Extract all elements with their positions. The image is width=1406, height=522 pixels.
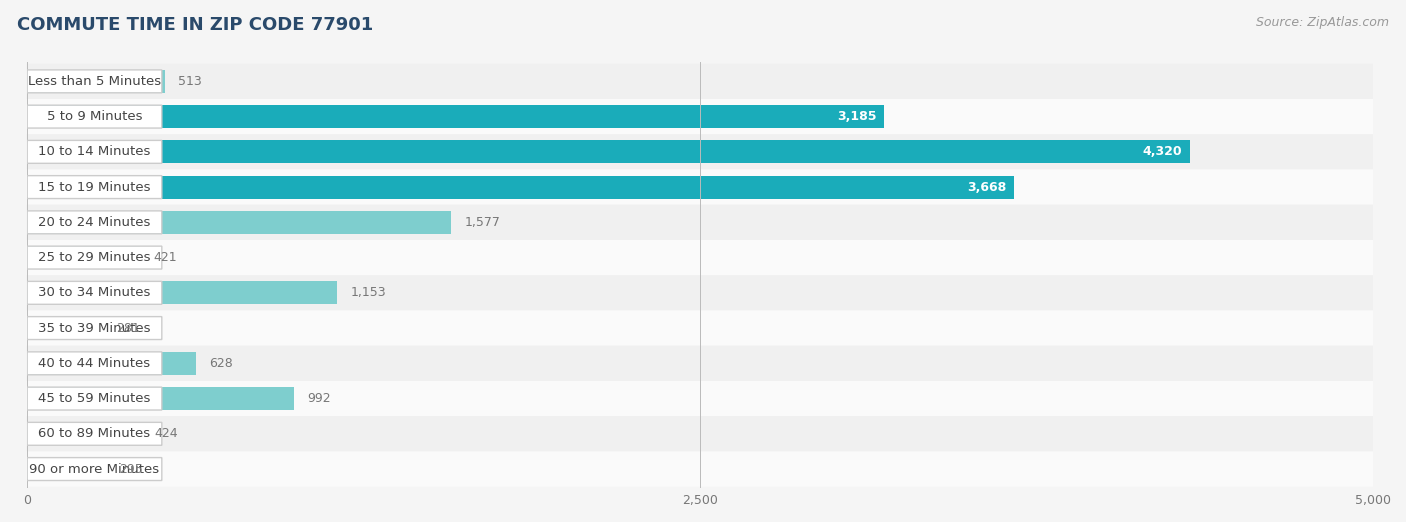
- Text: 40 to 44 Minutes: 40 to 44 Minutes: [38, 357, 150, 370]
- Bar: [27, 458, 105, 481]
- Text: 1,577: 1,577: [465, 216, 501, 229]
- Text: 992: 992: [308, 392, 330, 405]
- FancyBboxPatch shape: [27, 281, 162, 304]
- Text: 25 to 29 Minutes: 25 to 29 Minutes: [38, 251, 150, 264]
- Text: 3,668: 3,668: [967, 181, 1007, 194]
- Bar: [27, 140, 1189, 163]
- FancyBboxPatch shape: [27, 311, 1374, 346]
- Bar: [27, 70, 165, 93]
- Bar: [27, 422, 141, 445]
- Bar: [27, 281, 337, 304]
- FancyBboxPatch shape: [27, 140, 162, 163]
- FancyBboxPatch shape: [27, 422, 162, 445]
- Text: 60 to 89 Minutes: 60 to 89 Minutes: [38, 428, 150, 441]
- Text: Source: ZipAtlas.com: Source: ZipAtlas.com: [1256, 16, 1389, 29]
- Text: 628: 628: [209, 357, 233, 370]
- Text: 20 to 24 Minutes: 20 to 24 Minutes: [38, 216, 150, 229]
- FancyBboxPatch shape: [27, 64, 1374, 99]
- FancyBboxPatch shape: [27, 240, 1374, 275]
- FancyBboxPatch shape: [27, 170, 1374, 205]
- FancyBboxPatch shape: [27, 211, 162, 234]
- Text: 513: 513: [179, 75, 202, 88]
- Text: 15 to 19 Minutes: 15 to 19 Minutes: [38, 181, 150, 194]
- FancyBboxPatch shape: [27, 458, 162, 481]
- Text: 424: 424: [155, 428, 179, 441]
- FancyBboxPatch shape: [27, 352, 162, 375]
- FancyBboxPatch shape: [27, 387, 162, 410]
- FancyBboxPatch shape: [27, 99, 1374, 134]
- FancyBboxPatch shape: [27, 346, 1374, 381]
- FancyBboxPatch shape: [27, 275, 1374, 311]
- Bar: [27, 387, 294, 410]
- FancyBboxPatch shape: [27, 175, 162, 198]
- Text: 295: 295: [120, 462, 143, 476]
- Text: 5 to 9 Minutes: 5 to 9 Minutes: [46, 110, 142, 123]
- FancyBboxPatch shape: [27, 452, 1374, 487]
- Text: 45 to 59 Minutes: 45 to 59 Minutes: [38, 392, 150, 405]
- FancyBboxPatch shape: [27, 416, 1374, 452]
- Text: Less than 5 Minutes: Less than 5 Minutes: [28, 75, 162, 88]
- FancyBboxPatch shape: [27, 134, 1374, 170]
- FancyBboxPatch shape: [27, 246, 162, 269]
- Bar: [27, 246, 141, 269]
- Bar: [27, 317, 103, 339]
- Bar: [27, 352, 195, 375]
- FancyBboxPatch shape: [27, 381, 1374, 416]
- Text: 4,320: 4,320: [1142, 145, 1182, 158]
- Text: 90 or more Minutes: 90 or more Minutes: [30, 462, 159, 476]
- Bar: [27, 211, 451, 234]
- Text: 35 to 39 Minutes: 35 to 39 Minutes: [38, 322, 150, 335]
- FancyBboxPatch shape: [27, 70, 162, 93]
- Text: COMMUTE TIME IN ZIP CODE 77901: COMMUTE TIME IN ZIP CODE 77901: [17, 16, 373, 33]
- FancyBboxPatch shape: [27, 205, 1374, 240]
- Text: 1,153: 1,153: [350, 287, 387, 299]
- FancyBboxPatch shape: [27, 105, 162, 128]
- FancyBboxPatch shape: [27, 317, 162, 339]
- Text: 10 to 14 Minutes: 10 to 14 Minutes: [38, 145, 150, 158]
- Text: 3,185: 3,185: [837, 110, 876, 123]
- Text: 421: 421: [153, 251, 177, 264]
- Bar: [27, 105, 884, 128]
- Text: 30 to 34 Minutes: 30 to 34 Minutes: [38, 287, 150, 299]
- Text: 281: 281: [115, 322, 139, 335]
- Bar: [27, 175, 1014, 198]
